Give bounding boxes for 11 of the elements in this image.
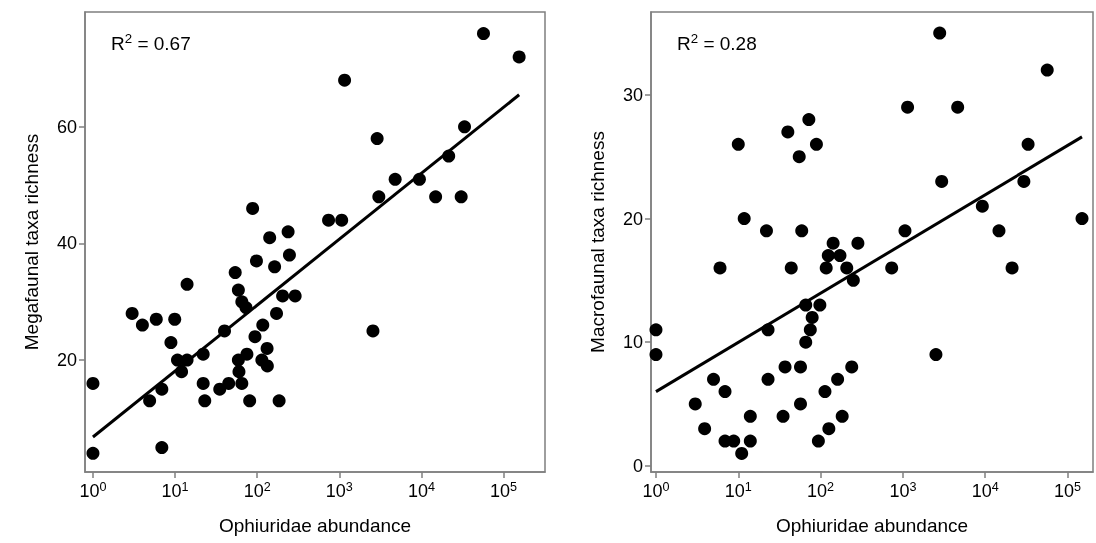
y-tick-label: 0 xyxy=(632,455,643,476)
x-axis-title: Ophiuridae abundance xyxy=(218,515,412,536)
y-axis-title: Megafaunal taxa richness xyxy=(21,133,42,351)
y-tick-label: 10 xyxy=(622,332,643,353)
y-tick-label: 40 xyxy=(56,233,77,254)
y-tick-label: 20 xyxy=(622,208,643,229)
y-tick-label: 60 xyxy=(56,116,77,137)
x-axis-title: Ophiuridae abundance xyxy=(775,515,969,536)
y-axis-title: Macrofaunal taxa richness xyxy=(587,131,608,353)
y-tick-label: 20 xyxy=(56,350,77,371)
y-tick-label: 30 xyxy=(622,84,643,105)
